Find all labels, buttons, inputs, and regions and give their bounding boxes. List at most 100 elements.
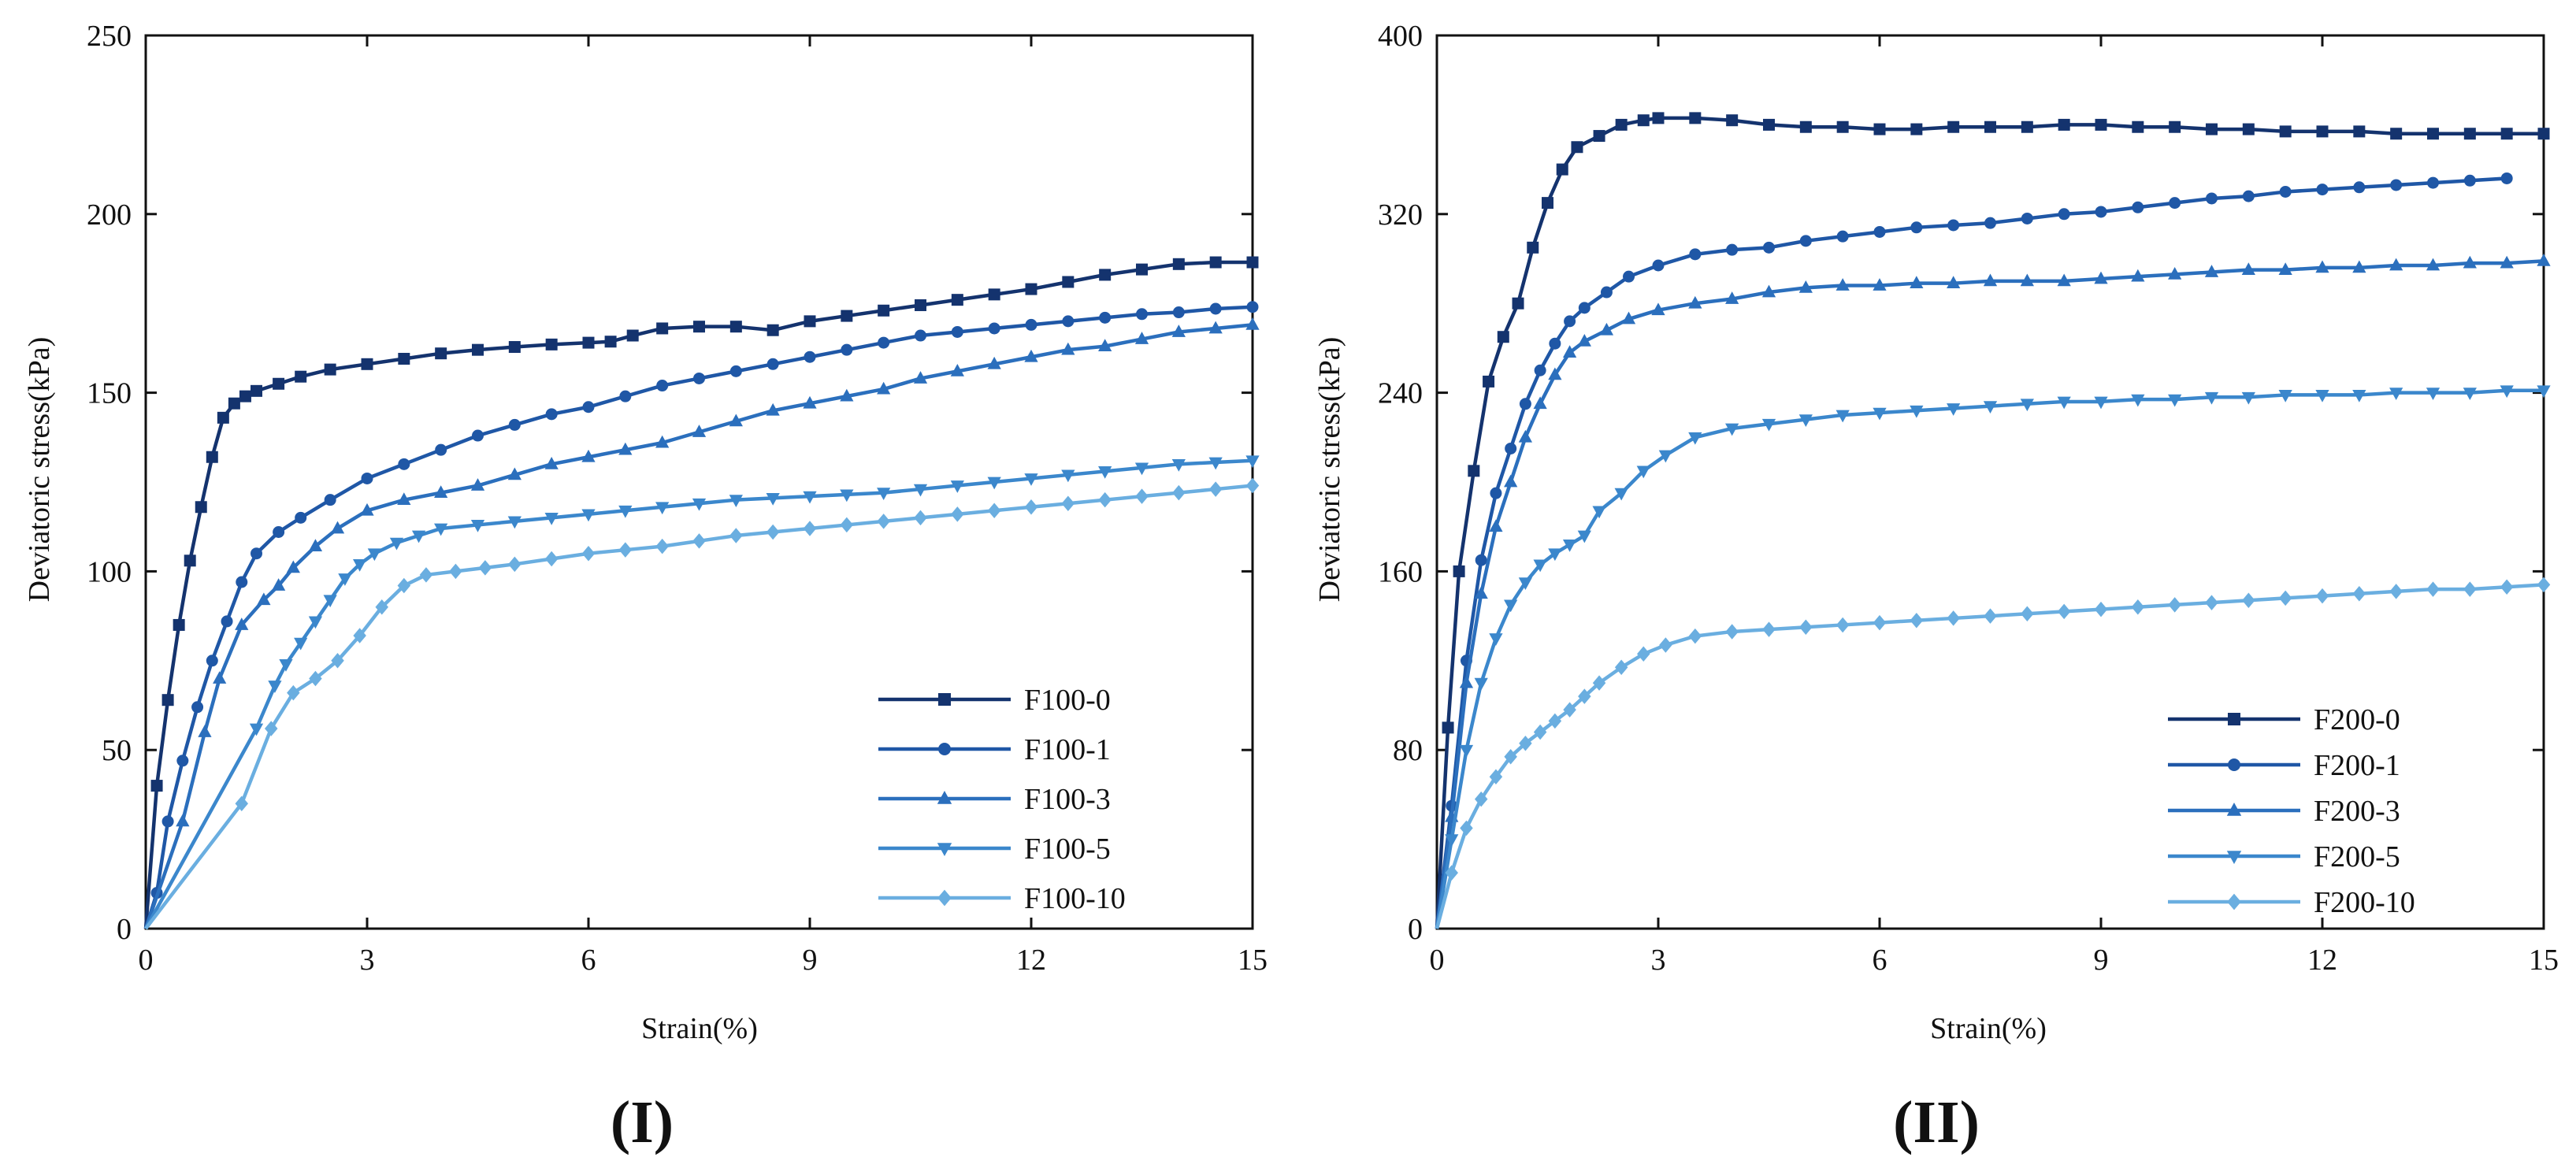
panel-1-data-point-F100-10 xyxy=(353,628,366,643)
panel-2-x-axis-label: Strain(%) xyxy=(1930,1012,2047,1045)
panel-2-x-tick-label: 15 xyxy=(2529,944,2559,977)
panel-2-data-point-F200-1 xyxy=(2500,172,2513,184)
panel-2-data-point-F200-3 xyxy=(1459,675,1474,688)
panel-1-data-point-F100-0 xyxy=(1099,269,1112,281)
panel-1-data-point-F100-0 xyxy=(1246,256,1259,269)
panel-2-y-tick-label: 160 xyxy=(1378,555,1423,588)
panel-2-data-point-F200-5 xyxy=(1658,450,1672,463)
panel-1-data-point-F100-5 xyxy=(268,681,282,693)
panel-2-data-point-F200-10 xyxy=(1533,724,1547,740)
panel-1-data-point-F100-3 xyxy=(618,442,633,455)
panel-2-data-point-F200-5 xyxy=(2131,394,2145,407)
panel-1-y-tick-label: 150 xyxy=(87,377,132,410)
panel-1-data-point-F100-0 xyxy=(361,358,373,370)
panel-1-data-point-F100-10 xyxy=(375,599,388,615)
panel-2-data-point-F200-3 xyxy=(1474,586,1488,599)
panel-2-data-point-F200-10 xyxy=(2500,579,2514,595)
panel-1-x-tick-label: 15 xyxy=(1238,944,1268,977)
panel-1-data-point-F100-1 xyxy=(656,380,669,392)
panel-2-data-point-F200-0 xyxy=(1615,118,1628,131)
panel-1-data-point-F100-5 xyxy=(803,491,817,504)
panel-2-data-point-F200-5 xyxy=(1725,423,1739,436)
panel-2-data-point-F200-10 xyxy=(2389,584,2403,599)
panel-2-data-point-F200-3 xyxy=(2500,255,2514,269)
panel-2-data-point-F200-3 xyxy=(1489,519,1503,532)
panel-2-data-point-F200-0 xyxy=(2279,125,2292,138)
panel-1-data-point-F100-0 xyxy=(324,363,336,376)
panel-1-data-point-F100-1 xyxy=(1062,315,1075,328)
panel-1-data-point-F100-10 xyxy=(309,670,322,687)
panel-2-series-F200-5 xyxy=(1435,385,2551,929)
panel-2-data-point-F200-1 xyxy=(2427,176,2439,189)
panel-2-data-point-F200-3 xyxy=(1835,278,1850,291)
panel-1-legend-label-F100-10: F100-10 xyxy=(1024,882,1126,915)
panel-1-data-point-F100-10 xyxy=(840,517,854,533)
panel-1-data-point-F100-0 xyxy=(206,451,218,463)
panel-2-data-point-F200-10 xyxy=(1947,610,1960,626)
panel-1-data-point-F100-5 xyxy=(729,495,743,508)
panel-2-data-point-F200-0 xyxy=(1483,375,1495,388)
panel-1-data-point-F100-5 xyxy=(434,523,448,536)
panel-1-data-point-F100-5 xyxy=(279,658,293,672)
panel-1-data-point-F100-0 xyxy=(398,353,410,365)
panel-1-data-point-F100-0 xyxy=(184,554,196,567)
panel-2-data-point-F200-5 xyxy=(2315,390,2329,402)
panel-2-data-point-F200-10 xyxy=(2131,599,2145,615)
panel-1-data-point-F100-0 xyxy=(435,347,447,360)
panel-1-data-point-F100-1 xyxy=(295,511,307,524)
panel-2-data-point-F200-5 xyxy=(1910,405,1924,418)
panel-2-data-point-F200-5 xyxy=(1504,599,1518,613)
panel-1-data-point-F100-10 xyxy=(1098,491,1112,508)
panel-2-data-point-F200-0 xyxy=(1836,121,1849,133)
panel-1-data-point-F100-5 xyxy=(913,484,928,497)
panel-2-data-point-F200-3 xyxy=(1798,280,1813,293)
panel-2-data-point-F200-0 xyxy=(2021,121,2033,133)
panel-2-data-point-F200-10 xyxy=(1578,688,1591,704)
panel-1-data-point-F100-10 xyxy=(1245,477,1260,494)
panel-2-plot-frame xyxy=(1435,34,2545,930)
panel-2-data-point-F200-5 xyxy=(2204,391,2219,405)
panel-2-legend-marker-F200-5 xyxy=(2226,851,2242,864)
panel-2-data-point-F200-1 xyxy=(2132,201,2144,213)
panel-1-data-point-F100-0 xyxy=(251,384,262,397)
panel-2-data-point-F200-5 xyxy=(1459,744,1474,758)
panel-2-series-line-F200-3 xyxy=(1435,259,2544,929)
panel-1-data-point-F100-3 xyxy=(235,618,249,630)
panel-1-data-point-F100-3 xyxy=(803,395,817,409)
panel-1-data-point-F100-3 xyxy=(581,449,596,462)
panel-2-y-tick-label: 80 xyxy=(1393,734,1423,767)
panel-2-data-point-F200-3 xyxy=(2241,262,2255,276)
panel-2-data-point-F200-5 xyxy=(2168,394,2182,407)
panel-1-data-point-F100-0 xyxy=(1172,258,1185,270)
panel-2-data-point-F200-0 xyxy=(2316,125,2329,138)
panel-1-data-point-F100-3 xyxy=(507,467,522,480)
panel-1-data-point-F100-10 xyxy=(508,556,522,573)
panel-2-data-point-F200-3 xyxy=(2204,265,2219,277)
panel-1-data-point-F100-10 xyxy=(581,545,596,562)
panel-1-data-point-F100-1 xyxy=(472,429,484,442)
panel-1-data-point-F100-5 xyxy=(950,480,964,493)
panel-2-series-F200-1 xyxy=(1435,172,2513,929)
panel-1-data-point-F100-0 xyxy=(1025,283,1037,295)
panel-1-data-point-F100-10 xyxy=(987,503,1001,519)
panel-2-series-F200-10 xyxy=(1435,577,2551,929)
panel-1-legend-label-F100-1: F100-1 xyxy=(1024,733,1111,766)
panel-1-data-point-F100-0 xyxy=(804,315,816,328)
panel-2-data-point-F200-3 xyxy=(1688,295,1702,309)
panel-1-data-point-F100-0 xyxy=(508,341,521,354)
panel-2-data-point-F200-5 xyxy=(1835,410,1850,423)
panel-1-y-tick-label: 100 xyxy=(87,555,132,588)
panel-1-x-tick-label: 0 xyxy=(139,944,154,977)
panel-2-data-point-F200-1 xyxy=(1564,315,1576,328)
panel-1-data-point-F100-1 xyxy=(324,494,336,506)
panel-2-data-point-F200-1 xyxy=(2242,190,2255,202)
panel-1-data-point-F100-0 xyxy=(1209,256,1222,269)
panel-2-data-point-F200-0 xyxy=(1637,114,1650,127)
panel-2-data-point-F200-3 xyxy=(2537,253,2551,266)
panel-2-data-point-F200-1 xyxy=(1519,398,1531,410)
panel-2-legend-label-F200-5: F200-5 xyxy=(2314,840,2400,873)
panel-2-data-point-F200-5 xyxy=(1983,401,1998,414)
panel-1-data-point-F100-5 xyxy=(655,502,670,515)
panel-1-data-point-F100-10 xyxy=(951,506,964,522)
panel-1-y-tick-label: 0 xyxy=(117,913,132,946)
